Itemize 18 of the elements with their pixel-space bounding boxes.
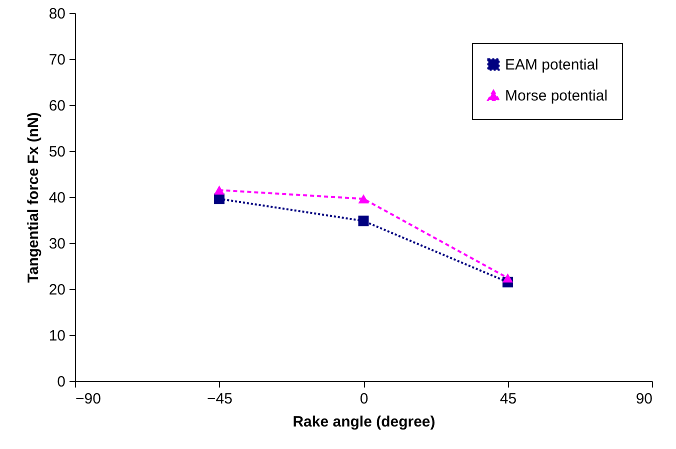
- y-tick-label: 10: [48, 328, 66, 344]
- legend-label: EAM potential: [505, 56, 598, 74]
- y-tick-label: 0: [57, 374, 66, 390]
- y-tick-label: 50: [48, 144, 66, 160]
- y-axis-title: Tangential force Fx (nN): [24, 112, 42, 283]
- x-tick-label: 45: [500, 390, 517, 408]
- y-tick-label: 30: [48, 236, 66, 252]
- legend-label: Morse potential: [505, 88, 608, 104]
- y-tick-label: 60: [48, 98, 66, 114]
- y-tick-label: 80: [48, 6, 66, 22]
- x-tick-label: 90: [636, 390, 652, 408]
- y-tick-label: 70: [48, 52, 66, 68]
- x-tick-label: 0: [360, 390, 368, 408]
- x-tick-label: −45: [207, 390, 232, 408]
- x-tick-label: −90: [76, 390, 101, 408]
- y-tick-label: 40: [48, 190, 66, 206]
- x-axis-title: Rake angle (degree): [292, 414, 436, 430]
- y-tick-label: 20: [48, 282, 66, 298]
